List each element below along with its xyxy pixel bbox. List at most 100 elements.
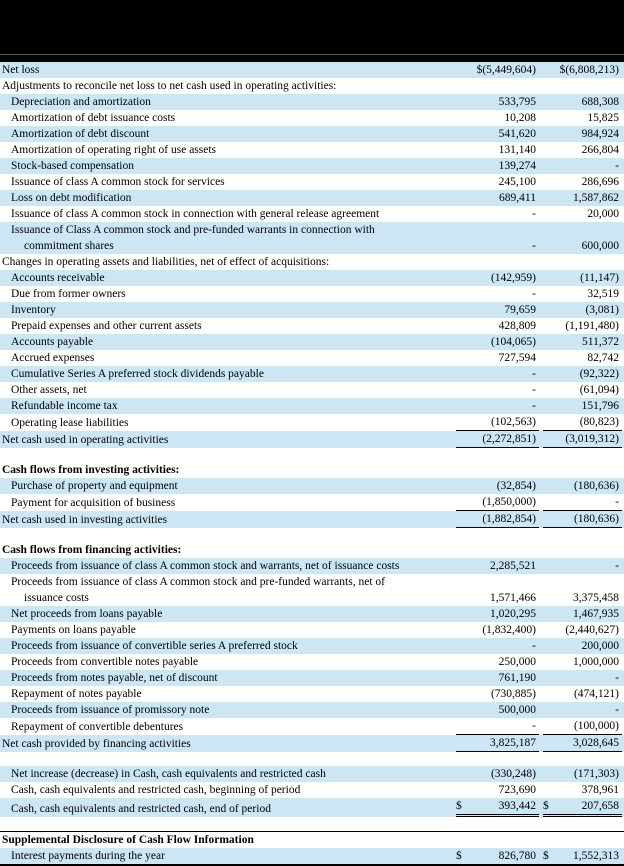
- value-col1: 1,571,466: [490, 592, 536, 604]
- table-row: Stock-based compensation 139,274 -: [0, 158, 624, 174]
- value-col1: $(5,449,604): [476, 64, 536, 76]
- value-col2: -: [543, 494, 622, 511]
- value-col2: (61,094): [579, 384, 619, 396]
- table-row: Proceeds from issuance of promissory not…: [0, 702, 624, 718]
- row-label: Stock-based compensation: [11, 160, 134, 172]
- row-label: Refundable income tax: [11, 400, 118, 412]
- row-label: Accounts payable: [11, 336, 94, 348]
- row-label: Due from former owners: [11, 288, 126, 300]
- table-row: Accrued expenses 727,594 82,742: [0, 350, 624, 366]
- value-col1: -: [532, 288, 536, 300]
- row-label: Net cash provided by financing activitie…: [2, 738, 191, 750]
- table-row: Payments on loans payable (1,832,400) (2,4…: [0, 622, 624, 638]
- value-col2: 32,519: [587, 288, 619, 300]
- value-col1: 131,140: [498, 144, 536, 156]
- table-row: Due from former owners - 32,519: [0, 286, 624, 302]
- value-col2: 1,467,935: [573, 608, 619, 620]
- row-label: Payments on loans payable: [11, 624, 136, 636]
- table-row: Accounts payable (104,065) 511,372: [0, 334, 624, 350]
- row-label: Net proceeds from loans payable: [11, 608, 163, 620]
- row-label: Proceeds from issuance of class A common…: [11, 560, 400, 572]
- value-col2: -: [615, 672, 619, 684]
- table-row: Cash, cash equivalents and restricted ca…: [0, 782, 624, 798]
- value-col2: $1,552,313: [543, 848, 622, 864]
- cell-value: 393,442: [498, 800, 536, 812]
- table-row: Cash flows from investing activities:: [0, 462, 624, 478]
- value-col1: (2,272,851): [456, 431, 539, 448]
- header-divider: [0, 54, 624, 55]
- dollar-sign: $: [543, 850, 549, 862]
- cell-value: 1,552,313: [573, 850, 619, 862]
- value-col2: (2,440,627): [565, 624, 619, 636]
- value-col2: 688,308: [581, 96, 619, 108]
- value-col2: (180,636): [573, 480, 619, 492]
- row-label: Proceeds from convertible notes payable: [11, 656, 199, 668]
- value-col1: -: [532, 400, 536, 412]
- row-label: Cash flows from investing activities:: [2, 464, 180, 476]
- row-label: Repayment of notes payable: [11, 688, 142, 700]
- row-label: Other assets, net: [11, 384, 87, 396]
- table-row: Amortization of operating right of use a…: [0, 142, 624, 158]
- table-row: Purchase of property and equipment (32,85…: [0, 478, 624, 494]
- table-row: Issuance of class A common stock in conn…: [0, 206, 624, 222]
- row-label: Changes in operating assets and liabilit…: [2, 256, 330, 268]
- table-row: Net cash used in investing activities (1,…: [0, 511, 624, 528]
- value-col2: 15,825: [587, 112, 619, 124]
- table-row: Supplemental Disclosure of Cash Flow Inf…: [0, 831, 624, 848]
- row-label: Proceeds from issuance of promissory not…: [11, 704, 210, 716]
- value-col1: 245,100: [498, 176, 536, 188]
- value-col2: $207,658: [543, 798, 622, 817]
- value-col2: 151,796: [581, 400, 619, 412]
- value-col1: 2,285,521: [490, 560, 536, 572]
- value-col2: (92,322): [579, 368, 619, 380]
- row-label: Net increase (decrease) in Cash, cash eq…: [11, 768, 326, 780]
- value-col1: -: [532, 640, 536, 652]
- row-label: Operating lease liabilities: [11, 417, 129, 429]
- table-row: Accounts receivable (142,959) (11,147): [0, 270, 624, 286]
- row-label: Net loss: [2, 64, 40, 76]
- table-row: Proceeds from issuance of convertible se…: [0, 638, 624, 654]
- table-row: Other assets, net - (61,094): [0, 382, 624, 398]
- value-col1: 541,620: [498, 128, 536, 140]
- table-row: Adjustments to reconcile net loss to net…: [0, 78, 624, 94]
- value-col1: (32,854): [496, 480, 536, 492]
- table-row: Amortization of debt discount 541,620 984,…: [0, 126, 624, 142]
- row-label: Issuance of class A common stock in conn…: [11, 208, 380, 220]
- table-row: Issuance of class A common stock for ser…: [0, 174, 624, 190]
- row-label: Accrued expenses: [11, 352, 95, 364]
- cell-value: 826,780: [498, 850, 536, 862]
- table-row: Interest payments during the year $826,78…: [0, 848, 624, 864]
- table-row: issuance costs 1,571,466 3,375,458: [0, 590, 624, 606]
- row-label: Cash, cash equivalents and restricted ca…: [11, 803, 271, 815]
- value-col2: (171,303): [573, 768, 619, 780]
- row-label: Net cash used in operating activities: [2, 434, 169, 446]
- value-col1: (330,248): [490, 768, 536, 780]
- row-label: Cash, cash equivalents and restricted ca…: [11, 784, 301, 796]
- dollar-sign: $: [456, 800, 462, 812]
- cashflow-table: Net loss $(5,449,604) $(6,808,213) Adjustme…: [0, 62, 624, 866]
- row-label: Repayment of convertible debentures: [11, 721, 184, 733]
- value-col1: 761,190: [498, 672, 536, 684]
- row-label: Cumulative Series A preferred stock divi…: [11, 368, 264, 380]
- row-label: Issuance of class A common stock for ser…: [11, 176, 225, 188]
- value-col2: 286,696: [581, 176, 619, 188]
- value-col2: 3,375,458: [573, 592, 619, 604]
- value-col2: (180,636): [543, 511, 622, 528]
- row-label: Supplemental Disclosure of Cash Flow Inf…: [2, 834, 254, 846]
- value-col1: 727,594: [498, 352, 536, 364]
- table-row: Repayment of notes payable (730,885) (474,…: [0, 686, 624, 702]
- table-row: Proceeds from issuance of class A common…: [0, 574, 624, 590]
- row-label: Prepaid expenses and other current asset…: [11, 320, 202, 332]
- table-row: Inventory 79,659 (3,081): [0, 302, 624, 318]
- value-col1: 250,000: [498, 656, 536, 668]
- row-label: Interest payments during the year: [11, 850, 165, 862]
- value-col2: 1,587,862: [573, 192, 619, 204]
- table-row: Cash, cash equivalents and restricted ca…: [0, 798, 624, 817]
- value-col1: (142,959): [490, 272, 536, 284]
- value-col1: (1,832,400): [482, 624, 536, 636]
- table-row: Repayment of convertible debentures - (100…: [0, 718, 624, 735]
- table-row: Cash flows from financing activities:: [0, 542, 624, 558]
- table-row: Depreciation and amortization 533,795 688,…: [0, 94, 624, 110]
- value-col1: -: [532, 368, 536, 380]
- table-row: Refundable income tax - 151,796: [0, 398, 624, 414]
